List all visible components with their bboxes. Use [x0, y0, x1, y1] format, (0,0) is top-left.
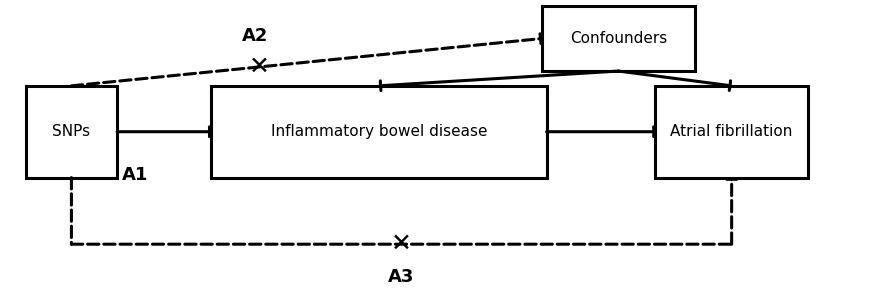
Text: A2: A2 [242, 27, 268, 45]
Text: ✕: ✕ [249, 55, 270, 79]
FancyBboxPatch shape [211, 86, 547, 178]
Text: A1: A1 [122, 166, 148, 184]
FancyBboxPatch shape [26, 86, 117, 178]
Text: Inflammatory bowel disease: Inflammatory bowel disease [271, 124, 487, 139]
Text: Atrial fibrillation: Atrial fibrillation [671, 124, 793, 139]
Text: ✕: ✕ [391, 232, 412, 256]
Text: A3: A3 [388, 268, 415, 286]
FancyBboxPatch shape [655, 86, 808, 178]
Text: SNPs: SNPs [52, 124, 91, 139]
FancyBboxPatch shape [542, 6, 694, 71]
Text: Confounders: Confounders [570, 31, 667, 46]
